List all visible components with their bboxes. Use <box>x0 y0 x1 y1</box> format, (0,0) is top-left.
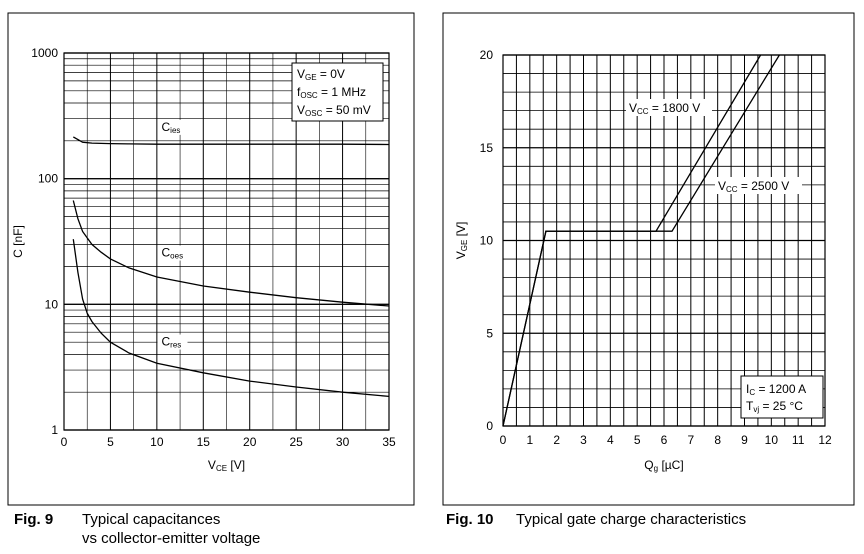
fig9-series-label-bg <box>157 334 188 350</box>
fig10-plot-area <box>502 54 826 427</box>
fig9-x-tick-label: 10 <box>150 435 164 449</box>
fig9-series-line-Coes <box>72 200 390 307</box>
fig10-caption: Fig. 10 Typical gate charge characterist… <box>446 510 846 530</box>
fig10-x-tick-label: 0 <box>500 433 507 447</box>
fig9-frame <box>7 12 415 506</box>
fig10-x-tick-label: 7 <box>687 433 694 447</box>
fig10-x-tick-label: 9 <box>741 433 748 447</box>
fig9-x-tick-label: 0 <box>61 435 68 449</box>
fig9-x-axis-label: VCE [V] <box>208 458 245 473</box>
fig9-capacitance-chart: 0 5 10 15 20 25 30 35 1 10 100 1000 Cies Coes Cres VG… <box>11 46 396 473</box>
fig9-series-line-Cres <box>72 239 390 398</box>
fig9-condition-text: fOSC = 1 MHz <box>297 85 366 100</box>
fig9-condition-text: VGE = 0V <box>297 67 345 82</box>
fig10-y-tick-label: 20 <box>480 48 494 62</box>
fig10-caption-number: Fig. 10 <box>446 511 494 528</box>
fig10-x-tick-label: 8 <box>714 433 721 447</box>
fig9-caption-number: Fig. 9 <box>14 511 54 528</box>
fig10-y-tick-label: 15 <box>480 141 494 155</box>
fig10-y-axis-label: VGE [V] <box>454 222 469 260</box>
fig10-series-line-1 <box>502 54 780 427</box>
fig10-x-tick-label: 11 <box>792 433 805 447</box>
fig9-series-label-Coes: Coes <box>162 246 184 261</box>
fig9-caption-line1: Typical capacitances <box>82 511 221 528</box>
fig9-y-tick-label: 10 <box>45 297 59 311</box>
fig10-y-tick-label: 10 <box>480 234 494 248</box>
fig9-y-tick-label: 100 <box>38 172 58 186</box>
fig9-caption-line2: vs collector-emitter voltage <box>82 530 261 547</box>
fig9-x-tick-label: 15 <box>197 435 211 449</box>
fig10-series-label-1800v: VCC = 1800 V <box>629 101 700 116</box>
fig9-series-label-Cres: Cres <box>162 335 182 350</box>
fig10-series-label-2500v: VCC = 2500 V <box>718 179 789 194</box>
fig9-conditions-box <box>291 62 384 122</box>
fig10-frame <box>442 12 855 506</box>
fig9-plot-area <box>63 52 390 431</box>
fig10-x-tick-label: 12 <box>818 433 832 447</box>
fig10-series-label-bg <box>626 99 712 116</box>
fig10-y-tick-label: 0 <box>486 419 493 433</box>
fig10-condition-text: Tvj = 25 °C <box>746 399 803 414</box>
fig9-y-axis-label: C [nF] <box>11 225 25 258</box>
fig10-x-tick-label: 5 <box>634 433 641 447</box>
fig9-x-tick-label: 25 <box>289 435 303 449</box>
fig10-x-tick-label: 1 <box>526 433 533 447</box>
fig9-series-line-Cies <box>72 136 390 146</box>
fig9-series-label-bg <box>157 119 188 135</box>
fig10-caption-line1: Typical gate charge characteristics <box>516 511 747 528</box>
fig10-x-tick-label: 2 <box>553 433 560 447</box>
fig10-condition-text: IC = 1200 A <box>746 382 806 397</box>
fig10-x-tick-label: 10 <box>765 433 779 447</box>
fig10-x-tick-label: 3 <box>580 433 587 447</box>
fig9-series-label-bg <box>157 245 188 261</box>
fig9-x-tick-label: 35 <box>382 435 396 449</box>
fig10-x-axis-label: Qg [µC] <box>644 458 683 473</box>
fig10-x-tick-label: 6 <box>661 433 668 447</box>
fig9-y-tick-label: 1 <box>51 423 58 437</box>
fig9-y-tick-label: 1000 <box>31 46 58 60</box>
fig10-series-label-bg <box>715 177 802 194</box>
fig9-condition-text: VOSC = 50 mV <box>297 103 371 118</box>
fig9-x-tick-label: 30 <box>336 435 350 449</box>
fig10-x-tick-label: 4 <box>607 433 614 447</box>
fig10-y-tick-label: 5 <box>486 326 493 340</box>
fig9-x-tick-label: 5 <box>107 435 114 449</box>
fig9-caption: Fig. 9 Typical capacitances vs collector… <box>14 510 314 550</box>
fig10-conditions-box <box>740 375 824 419</box>
fig9-series-label-Cies: Cies <box>162 120 181 135</box>
fig9-x-tick-label: 20 <box>243 435 257 449</box>
